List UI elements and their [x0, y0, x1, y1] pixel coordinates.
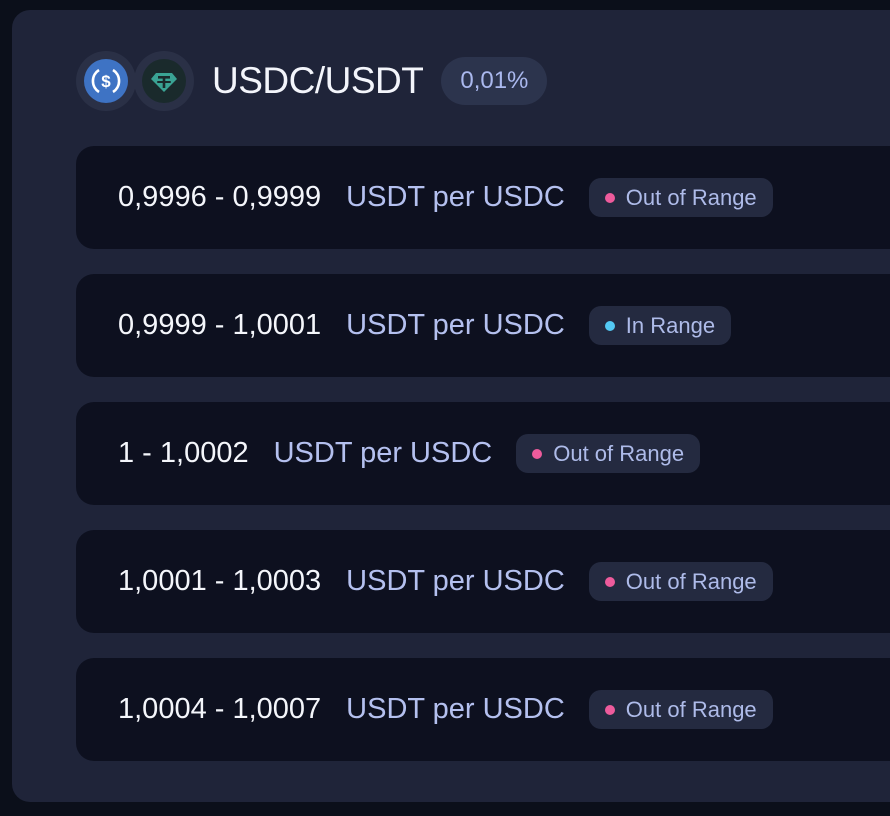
range-status-badge: Out of Range	[588, 562, 773, 601]
usdt-icon	[142, 59, 186, 103]
position-row[interactable]: 1 - 1,0002 USDT per USDC Out of Range	[76, 402, 890, 505]
fee-tier-badge: 0,01%	[441, 57, 548, 105]
price-unit: USDT per USDC	[346, 565, 565, 597]
range-status-label: In Range	[625, 312, 716, 338]
range-status-badge: Out of Range	[588, 690, 773, 729]
range-status-label: Out of Range	[625, 184, 757, 210]
svg-text:$: $	[101, 72, 111, 91]
pool-title: USDC/USDT	[212, 60, 424, 101]
range-status-label: Out of Range	[625, 696, 757, 722]
position-row[interactable]: 0,9999 - 1,0001 USDT per USDC In Range	[76, 274, 890, 377]
price-range: 0,9996 - 0,9999	[118, 181, 322, 213]
status-dot-icon	[604, 704, 615, 715]
range-status-label: Out of Range	[625, 568, 757, 594]
price-range: 1,0004 - 1,0007	[118, 693, 322, 725]
price-range: 0,9999 - 1,0001	[118, 309, 322, 341]
status-dot-icon	[604, 576, 615, 587]
position-row[interactable]: 1,0001 - 1,0003 USDT per USDC Out of Ran…	[76, 530, 890, 633]
range-status-label: Out of Range	[553, 440, 685, 466]
price-unit: USDT per USDC	[346, 693, 565, 725]
price-unit: USDT per USDC	[273, 437, 493, 469]
range-status-badge: Out of Range	[588, 178, 773, 217]
price-range: 1 - 1,0002	[118, 437, 249, 469]
price-unit: USDT per USDC	[346, 309, 565, 341]
position-row[interactable]: 0,9996 - 0,9999 USDT per USDC Out of Ran…	[76, 146, 890, 249]
usdc-token-logo: $	[76, 51, 136, 111]
status-dot-icon	[604, 192, 615, 203]
pool-header: $ USDC/USDT 0,01%	[76, 50, 548, 112]
usdc-icon: $	[84, 59, 128, 103]
price-unit: USDT per USDC	[346, 181, 565, 213]
positions-list: 0,9996 - 0,9999 USDT per USDC Out of Ran…	[76, 146, 890, 786]
range-status-badge: Out of Range	[516, 434, 701, 473]
status-dot-icon	[604, 320, 615, 331]
usdt-token-logo	[134, 51, 194, 111]
status-dot-icon	[532, 448, 543, 459]
range-status-badge: In Range	[588, 306, 732, 345]
price-range: 1,0001 - 1,0003	[118, 565, 322, 597]
position-row[interactable]: 1,0004 - 1,0007 USDT per USDC Out of Ran…	[76, 658, 890, 761]
